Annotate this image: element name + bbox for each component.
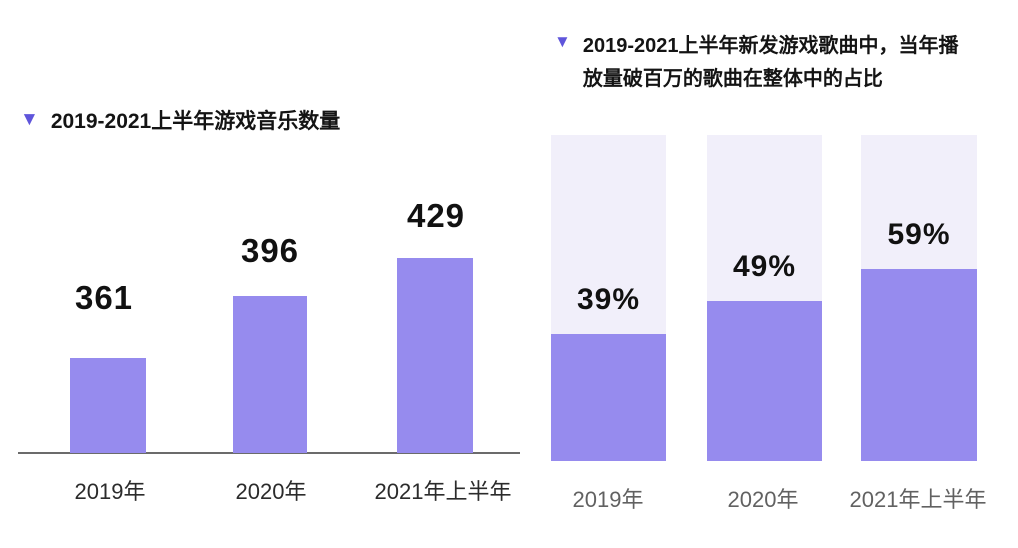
bar-fill-2021h1 — [861, 268, 977, 461]
triangle-marker-icon: ▼ — [20, 109, 39, 130]
bar-value-label: 396 — [240, 232, 300, 269]
x-tick-label: 2019年 — [74, 479, 146, 504]
bar-track-2021h1: 59% — [861, 135, 977, 461]
bar-fill-2020 — [707, 301, 822, 461]
x-tick-label: 2020年 — [727, 487, 799, 512]
left-chart-title-text: 2019-2021上半年游戏音乐数量 — [50, 110, 341, 133]
percent-label: 59% — [887, 217, 951, 251]
triangle-marker-icon: ▼ — [554, 32, 571, 51]
bar-2021h1 — [397, 258, 473, 453]
percent-label: 49% — [732, 250, 797, 284]
x-tick-label: 2021年上半年 — [849, 487, 987, 512]
right-chart-title-line1: 2019-2021上半年新发游戏歌曲中，当年播 — [582, 35, 959, 57]
bar-2019 — [70, 358, 146, 453]
right-chart-title-line2: 放量破百万的歌曲在整体中的占比 — [582, 68, 883, 90]
right-chart-title-text: 2019-2021上半年新发游戏歌曲中，当年播 放量破百万的歌曲在整体中的占比 — [583, 30, 959, 96]
bar-value-label: 361 — [74, 279, 134, 316]
bar-track-2020: 49% — [707, 135, 822, 461]
bar-value-label: 429 — [406, 197, 466, 234]
x-tick-label: 2021年上半年 — [374, 479, 512, 504]
right-chart-title: ▼ 2019-2021上半年新发游戏歌曲中，当年播 放量破百万的歌曲在整体中的占… — [554, 30, 958, 96]
x-tick-label: 2020年 — [235, 479, 307, 504]
bar-fill-2019 — [551, 333, 666, 461]
left-chart-title: ▼ 2019-2021上半年游戏音乐数量 — [20, 109, 340, 135]
bar-2020 — [233, 296, 307, 453]
bar-track-2019: 39% — [551, 135, 666, 461]
percent-label: 39% — [576, 282, 641, 316]
x-axis-baseline — [18, 452, 520, 454]
x-tick-label: 2019年 — [572, 487, 644, 512]
